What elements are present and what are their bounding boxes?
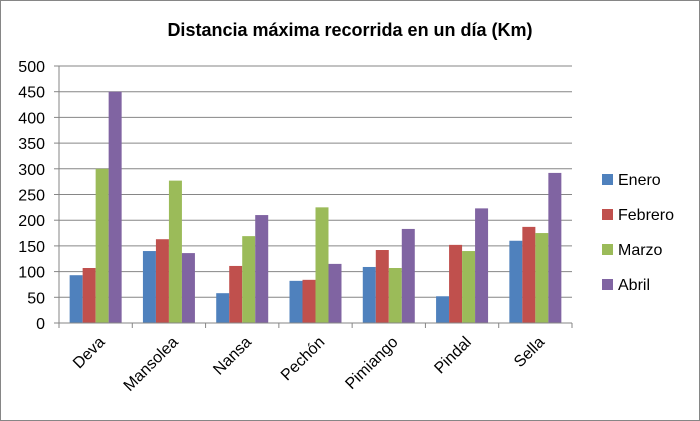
bar-abril-4 — [401, 228, 415, 323]
bar-marzo-0 — [95, 168, 109, 323]
bar-febrero-5 — [449, 244, 463, 323]
legend-swatch-enero — [602, 174, 613, 185]
y-tick-label: 500 — [18, 59, 45, 76]
legend-label-enero: Enero — [618, 172, 661, 189]
bar-abril-5 — [475, 208, 489, 323]
bar-abril-2 — [255, 215, 269, 323]
axes — [58, 66, 572, 324]
bar-enero-1 — [142, 251, 156, 323]
bar-febrero-6 — [522, 226, 536, 323]
x-category-label: Pimiango — [342, 334, 401, 393]
chart-title: Distancia máxima recorrida en un día (Km… — [167, 20, 532, 40]
y-tick-label: 50 — [27, 290, 45, 307]
bar-marzo-2 — [242, 236, 256, 323]
legend-swatch-febrero — [602, 209, 613, 220]
legend: Enero Febrero Marzo Abril — [602, 172, 674, 294]
bar-enero-2 — [216, 293, 230, 323]
y-tick-label: 200 — [18, 213, 45, 230]
y-axis-ticks: 0 50 100 150 200 250 300 350 400 450 500 — [18, 59, 59, 333]
y-tick-label: 400 — [18, 110, 45, 127]
y-tick-label: 450 — [18, 85, 45, 102]
bar-abril-1 — [181, 253, 195, 323]
bar-febrero-2 — [229, 265, 243, 323]
bar-febrero-4 — [375, 250, 389, 323]
bar-enero-0 — [69, 275, 83, 323]
bars — [69, 91, 562, 323]
x-category-label: Pindal — [431, 334, 474, 377]
bar-febrero-3 — [302, 279, 316, 323]
legend-label-abril: Abril — [618, 277, 650, 294]
legend-label-marzo: Marzo — [618, 242, 663, 259]
bar-abril-6 — [548, 172, 562, 323]
y-tick-label: 250 — [18, 188, 45, 205]
bar-marzo-6 — [535, 233, 549, 323]
bar-enero-3 — [289, 280, 303, 323]
bar-abril-3 — [328, 263, 342, 323]
legend-swatch-abril — [602, 279, 613, 290]
bar-marzo-4 — [388, 268, 402, 323]
bar-enero-5 — [436, 296, 450, 323]
bar-marzo-5 — [462, 251, 476, 323]
x-category-label: Nansa — [210, 334, 255, 379]
bar-abril-0 — [108, 91, 122, 323]
bar-marzo-3 — [315, 207, 329, 323]
bar-enero-6 — [509, 240, 523, 323]
y-tick-label: 0 — [36, 316, 45, 333]
x-category-label: Deva — [70, 334, 109, 373]
bar-marzo-1 — [168, 180, 182, 323]
legend-swatch-marzo — [602, 244, 613, 255]
x-axis-categories: Deva Mansolea Nansa Pechón Pimiango Pindal Sel… — [58, 323, 573, 395]
bar-enero-4 — [362, 266, 376, 323]
bar-febrero-1 — [155, 239, 169, 323]
x-category-label: Mansolea — [121, 334, 182, 395]
x-category-label: Sella — [511, 334, 548, 371]
y-tick-label: 150 — [18, 239, 45, 256]
x-category-label: Pechón — [278, 334, 328, 384]
y-tick-label: 350 — [18, 136, 45, 153]
bar-febrero-0 — [82, 268, 96, 323]
y-tick-label: 300 — [18, 162, 45, 179]
legend-label-febrero: Febrero — [618, 207, 674, 224]
y-tick-label: 100 — [18, 265, 45, 282]
